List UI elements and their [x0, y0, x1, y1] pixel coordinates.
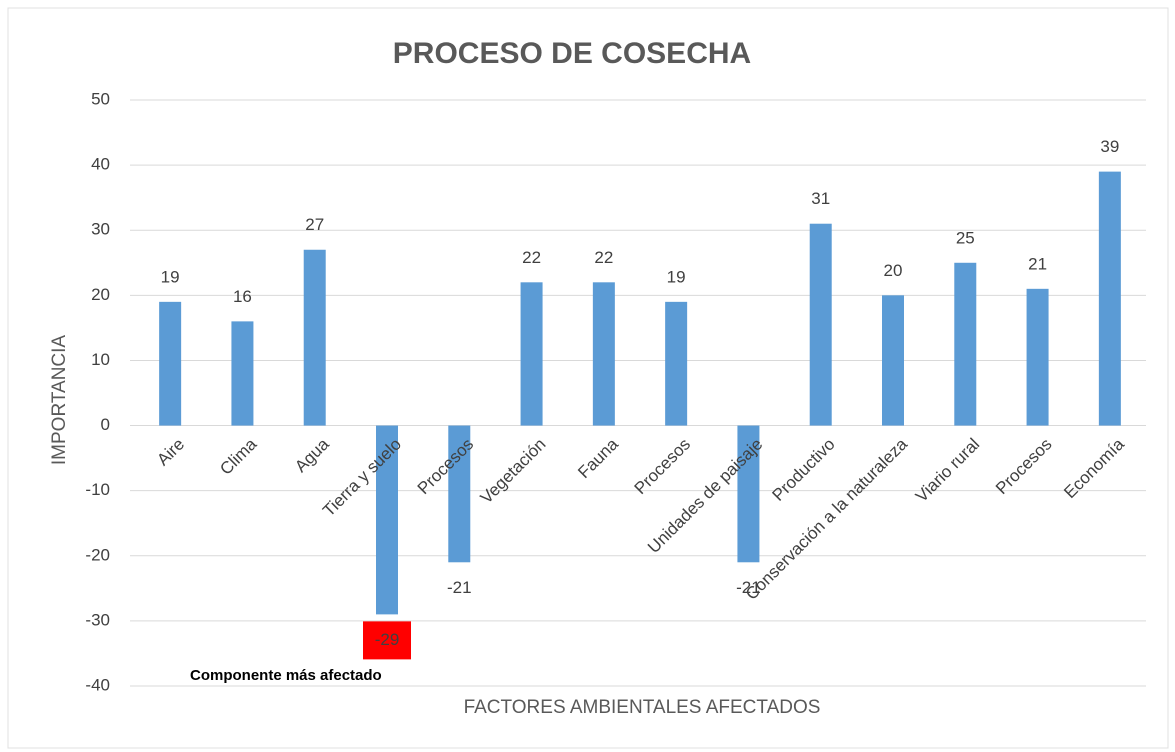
- data-label: 27: [305, 215, 324, 234]
- x-tick-label: Aire: [153, 435, 188, 470]
- chart-title: PROCESO DE COSECHA: [393, 37, 751, 70]
- data-label: 20: [884, 261, 903, 280]
- y-tick-label: 40: [91, 155, 110, 174]
- x-tick-label: Fauna: [574, 434, 622, 482]
- highlight-box: [363, 621, 411, 660]
- bar: [737, 425, 760, 563]
- data-label: 31: [811, 189, 830, 208]
- bar: [159, 301, 182, 426]
- x-tick-label: Procesos: [992, 435, 1056, 499]
- y-axis-label: IMPORTANCIA: [49, 335, 70, 466]
- y-tick-label: -20: [85, 545, 110, 564]
- bar: [1026, 288, 1049, 426]
- data-label: -21: [447, 578, 472, 597]
- bar: [231, 321, 254, 426]
- y-tick-label: -40: [85, 675, 110, 694]
- bar: [592, 282, 615, 426]
- bar: [376, 425, 398, 615]
- x-tick-label: Agua: [291, 434, 333, 476]
- x-tick-label: Productivo: [768, 435, 838, 505]
- data-label: -29: [375, 630, 400, 649]
- x-tick-label: Clima: [216, 434, 261, 479]
- y-tick-label: -10: [85, 480, 110, 499]
- y-tick-label: 30: [91, 220, 110, 239]
- bar: [809, 223, 832, 426]
- bar: [520, 282, 543, 426]
- x-tick-label: Procesos: [631, 435, 695, 499]
- y-tick-label: 20: [91, 285, 110, 304]
- bar: [954, 262, 977, 426]
- data-label: 22: [594, 248, 613, 267]
- data-label: 19: [667, 267, 686, 286]
- x-tick-label: Viario rural: [912, 435, 983, 506]
- y-tick-label: 0: [101, 415, 110, 434]
- y-tick-label: 50: [91, 89, 110, 108]
- data-label: 25: [956, 228, 975, 247]
- bar: [1098, 171, 1121, 426]
- x-tick-label: Vegetación: [477, 435, 550, 508]
- x-tick-label: Economía: [1060, 434, 1128, 502]
- data-label: -21: [736, 578, 761, 597]
- data-label: 21: [1028, 254, 1047, 273]
- bar: [665, 301, 688, 426]
- data-label: 22: [522, 248, 541, 267]
- x-axis-label: FACTORES AMBIENTALES AFECTADOS: [464, 697, 821, 718]
- y-tick-label: 10: [91, 350, 110, 369]
- data-label: 39: [1100, 137, 1119, 156]
- annotation: Componente más afectado: [190, 667, 382, 684]
- frame: [7, 7, 1169, 749]
- bar: [303, 249, 326, 426]
- data-label: 16: [233, 287, 252, 306]
- y-tick-label: -30: [85, 610, 110, 629]
- bar: [448, 425, 471, 563]
- data-label: 19: [161, 267, 180, 286]
- bar: [882, 295, 904, 426]
